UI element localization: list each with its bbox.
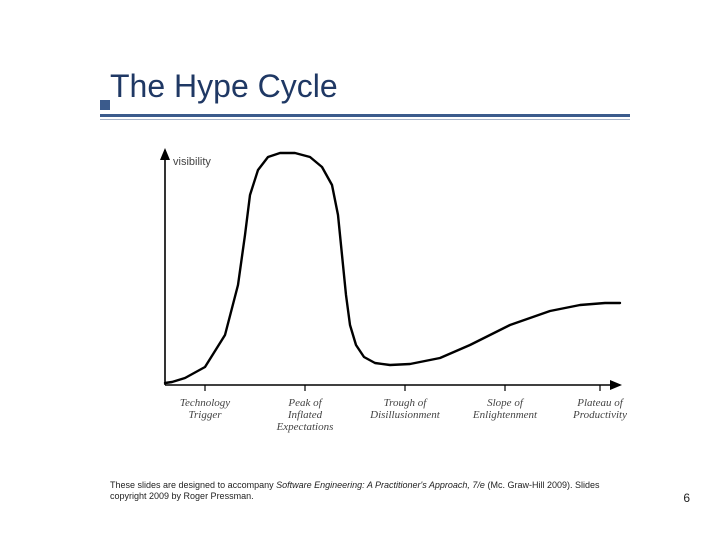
axis-arrows [160,148,622,390]
hype-curve [165,153,620,383]
footer-book-title: Software Engineering: A Practitioner's A… [276,480,485,490]
page-number: 6 [683,491,690,505]
x-label-1: Peak ofInflatedExpectations [255,397,355,433]
footer-attribution: These slides are designed to accompany S… [110,480,600,503]
chart-ticks [205,385,600,391]
hype-cycle-chart: visibility TechnologyTriggerPeak ofInfla… [110,135,630,445]
y-axis-label: visibility [173,156,211,168]
chart-axes [165,150,620,385]
x-label-0: TechnologyTrigger [155,397,255,421]
footer-pre: These slides are designed to accompany [110,480,276,490]
x-label-3: Slope ofEnlightenment [455,397,555,421]
slide-title: The Hype Cycle [110,68,338,105]
x-label-4: Plateau ofProductivity [550,397,650,421]
x-label-2: Trough ofDisillusionment [355,397,455,421]
title-bullet [100,100,110,110]
slide: The Hype Cycle visibility TechnologyTrig… [0,0,720,540]
